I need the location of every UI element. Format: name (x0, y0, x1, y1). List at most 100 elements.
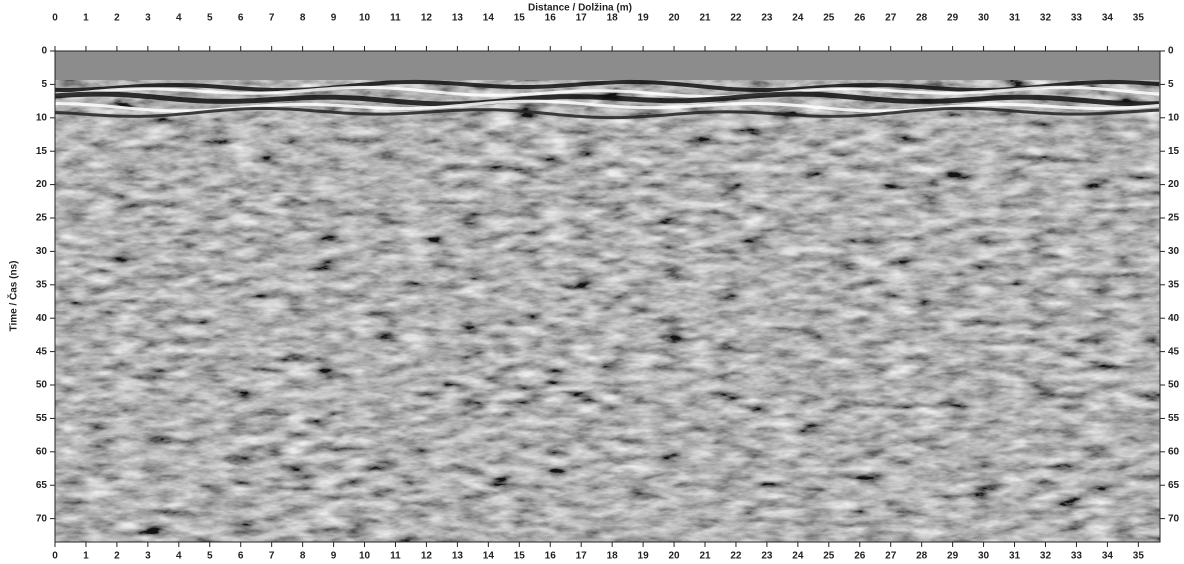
x-tick-label: 13 (452, 551, 464, 562)
y-tick-label: 20 (36, 179, 48, 190)
y-axis-title: Time / Čas (ns) (7, 261, 20, 332)
x-tick-label: 20 (668, 551, 680, 562)
x-tick-label: 4 (176, 13, 182, 24)
y-tick-label: 60 (1168, 446, 1180, 457)
x-tick-label: 29 (947, 13, 959, 24)
x-tick-label: 32 (1040, 13, 1052, 24)
x-tick-label: 22 (730, 551, 742, 562)
x-tick-label: 2 (114, 551, 120, 562)
y-tick-label: 55 (1168, 413, 1180, 424)
y-tick-label: 40 (36, 313, 48, 324)
y-tick-label: 50 (36, 380, 48, 391)
x-tick-label: 18 (607, 551, 619, 562)
x-tick-label: 3 (145, 13, 151, 24)
y-tick-label: 10 (36, 112, 48, 123)
y-tick-label: 40 (1168, 313, 1180, 324)
x-tick-label: 15 (514, 13, 526, 24)
x-tick-label: 1 (83, 551, 89, 562)
x-tick-label: 12 (421, 551, 433, 562)
x-tick-label: 32 (1040, 551, 1052, 562)
x-tick-label: 16 (545, 13, 557, 24)
y-tick-label: 35 (36, 279, 48, 290)
x-tick-label: 10 (359, 551, 371, 562)
x-tick-label: 23 (761, 13, 773, 24)
x-tick-label: 4 (176, 551, 182, 562)
y-tick-label: 0 (1168, 46, 1174, 57)
y-tick-label: 30 (36, 246, 48, 257)
x-tick-label: 8 (300, 551, 306, 562)
x-tick-label: 9 (331, 551, 337, 562)
x-tick-label: 14 (483, 13, 495, 24)
x-tick-label: 24 (792, 551, 804, 562)
x-tick-label: 10 (359, 13, 371, 24)
y-tick-label: 50 (1168, 380, 1180, 391)
x-tick-label: 18 (607, 13, 619, 24)
y-tick-label: 70 (1168, 513, 1180, 524)
x-tick-label: 34 (1102, 551, 1114, 562)
x-tick-label: 13 (452, 13, 464, 24)
radargram-image (55, 51, 1160, 542)
y-tick-label: 65 (1168, 480, 1180, 491)
x-tick-label: 7 (269, 13, 275, 24)
y-tick-label: 20 (1168, 179, 1180, 190)
x-tick-label: 5 (207, 551, 213, 562)
x-tick-label: 29 (947, 551, 959, 562)
x-tick-label: 30 (978, 13, 990, 24)
x-tick-label: 9 (331, 13, 337, 24)
x-tick-label: 19 (638, 13, 650, 24)
x-tick-label: 21 (699, 13, 711, 24)
x-tick-label: 16 (545, 551, 557, 562)
y-tick-label: 25 (36, 213, 48, 224)
x-tick-label: 20 (668, 13, 680, 24)
x-tick-label: 14 (483, 551, 495, 562)
y-tick-label: 45 (36, 346, 48, 357)
x-tick-label: 25 (823, 551, 835, 562)
y-tick-label: 0 (41, 46, 47, 57)
x-tick-label: 34 (1102, 13, 1114, 24)
x-tick-label: 3 (145, 551, 151, 562)
y-tick-label: 35 (1168, 279, 1180, 290)
x-tick-label: 33 (1071, 13, 1083, 24)
y-tick-label: 5 (41, 79, 47, 90)
y-tick-label: 70 (36, 513, 48, 524)
x-tick-label: 21 (699, 551, 711, 562)
x-tick-label: 22 (730, 13, 742, 24)
y-tick-label: 25 (1168, 213, 1180, 224)
x-tick-label: 6 (238, 551, 244, 562)
x-tick-label: 6 (238, 13, 244, 24)
x-tick-label: 27 (885, 13, 897, 24)
y-tick-label: 30 (1168, 246, 1180, 257)
x-tick-label: 17 (576, 13, 588, 24)
x-tick-label: 28 (916, 13, 928, 24)
x-tick-label: 35 (1133, 13, 1145, 24)
x-tick-label: 7 (269, 551, 275, 562)
x-tick-label: 5 (207, 13, 213, 24)
x-tick-label: 33 (1071, 551, 1083, 562)
chart: Distance / Dolžina (m) Time / Čas (ns) 0… (0, 0, 1184, 564)
x-tick-label: 31 (1009, 551, 1021, 562)
x-tick-label: 1 (83, 13, 89, 24)
x-tick-label: 31 (1009, 13, 1021, 24)
y-tick-label: 45 (1168, 346, 1180, 357)
x-tick-label: 0 (52, 551, 58, 562)
y-tick-label: 60 (36, 446, 48, 457)
y-tick-label: 15 (36, 146, 48, 157)
y-tick-label: 65 (36, 480, 48, 491)
x-tick-label: 11 (390, 13, 401, 24)
image-texture (55, 80, 1160, 542)
y-tick-label: 5 (1168, 79, 1174, 90)
x-tick-label: 15 (514, 551, 526, 562)
x-tick-label: 8 (300, 13, 306, 24)
x-tick-label: 25 (823, 13, 835, 24)
x-tick-label: 24 (792, 13, 804, 24)
x-tick-label: 0 (52, 13, 58, 24)
x-tick-label: 26 (854, 13, 866, 24)
x-tick-label: 26 (854, 551, 866, 562)
x-tick-label: 19 (638, 551, 650, 562)
x-tick-label: 27 (885, 551, 897, 562)
y-tick-label: 15 (1168, 146, 1180, 157)
x-tick-label: 23 (761, 551, 773, 562)
x-tick-label: 35 (1133, 551, 1145, 562)
y-tick-label: 55 (36, 413, 48, 424)
x-tick-label: 28 (916, 551, 928, 562)
